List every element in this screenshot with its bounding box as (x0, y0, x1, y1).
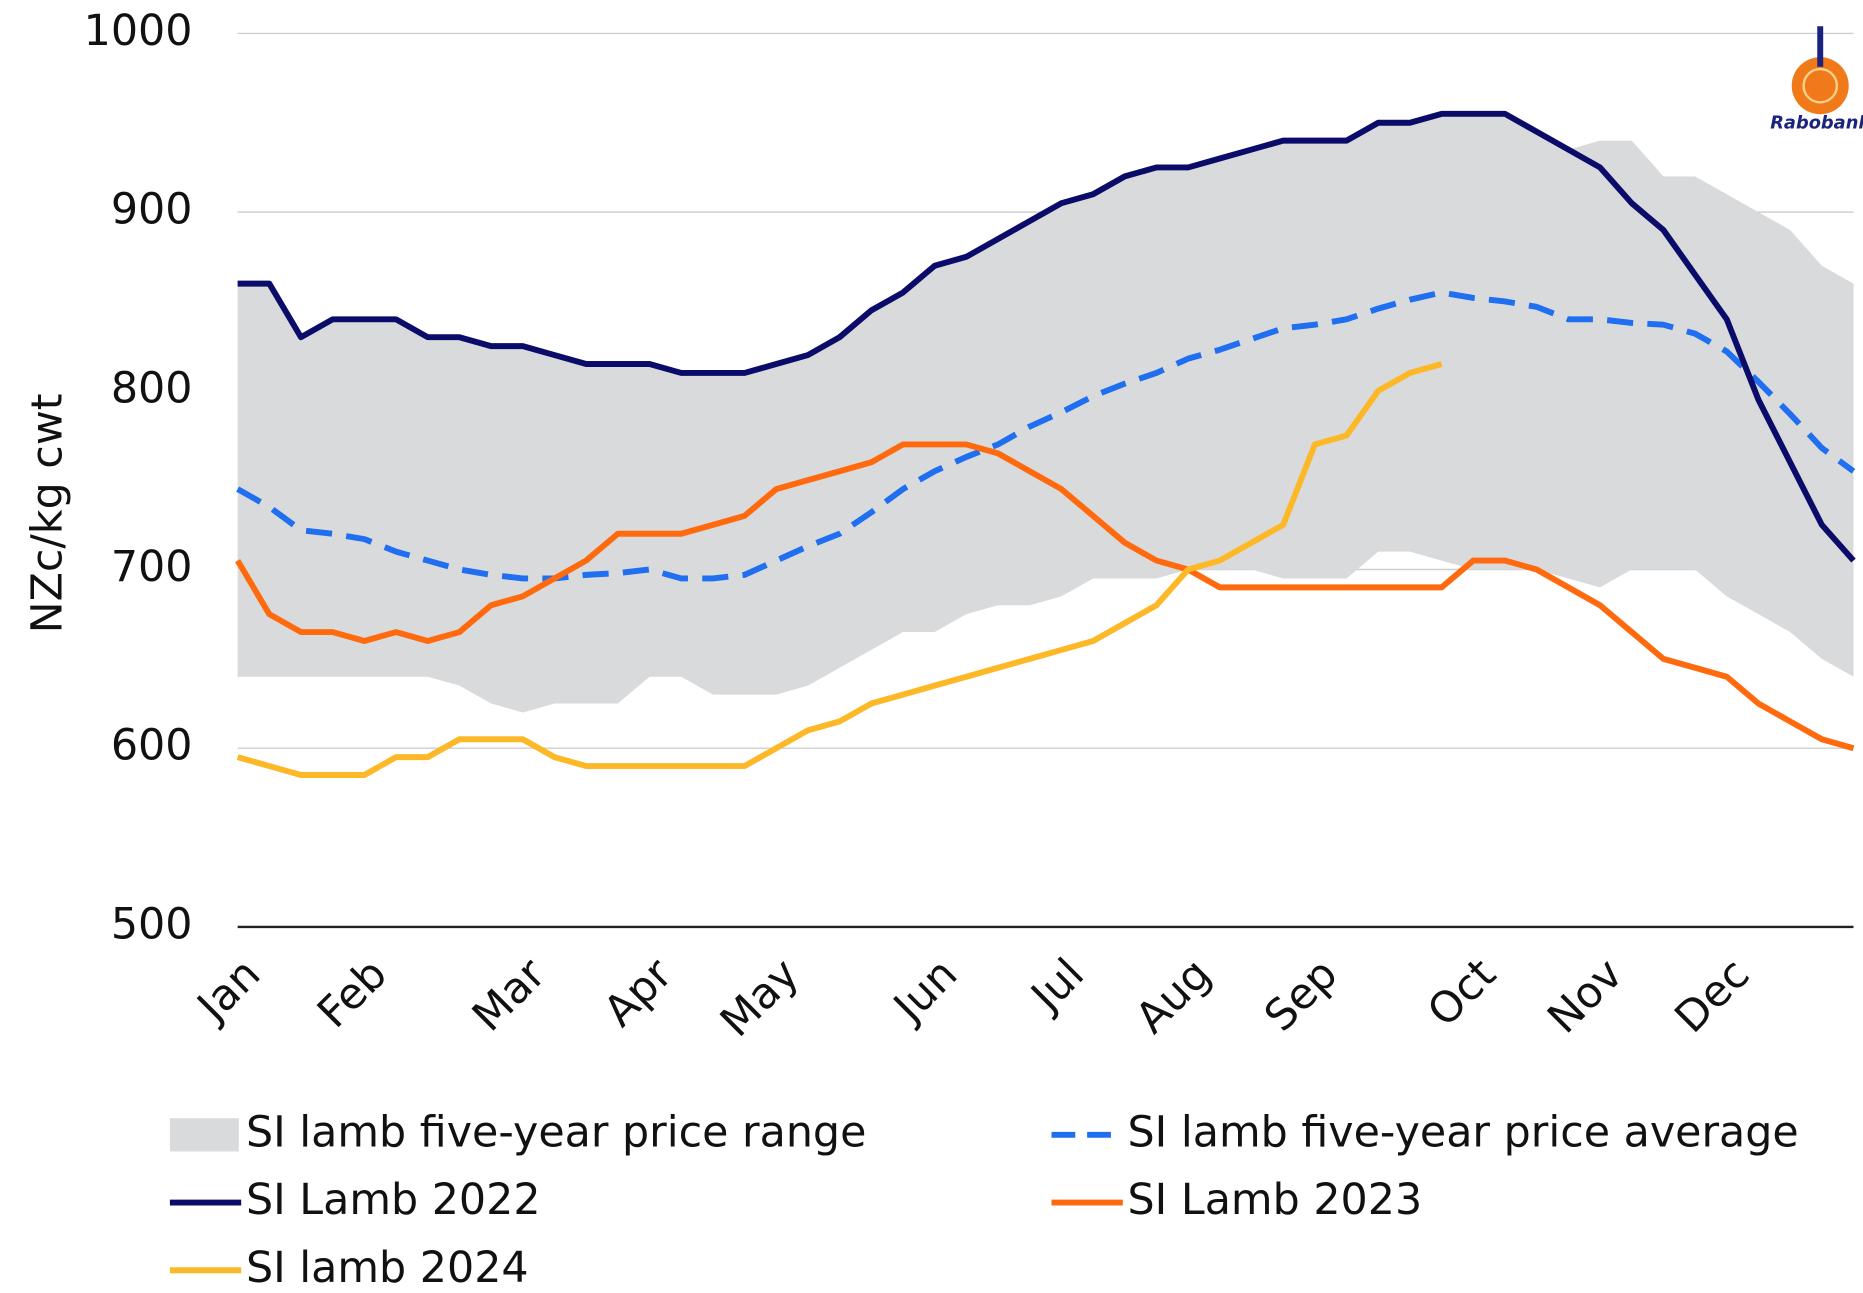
y-tick-label: 600 (111, 721, 193, 771)
series-line (237, 110, 1856, 563)
logo-text: Rabobank (1770, 113, 1863, 134)
series-line (236, 361, 1443, 778)
logo-icon (1791, 57, 1849, 115)
series-line (236, 289, 1856, 582)
y-tick-label: 800 (111, 363, 193, 413)
logo: Rabobank (1770, 26, 1863, 134)
x-tick-label: May (711, 949, 809, 1047)
series-line (235, 441, 1855, 752)
y-tick-label: 500 (111, 899, 193, 949)
legend-label: SI lamb five-year price average (1128, 1107, 1799, 1157)
x-tick-label: Mar (463, 949, 556, 1042)
legend-swatch (169, 1118, 239, 1152)
x-tick-label: Apr (594, 949, 682, 1037)
x-tick-label: Jul (1020, 949, 1094, 1023)
x-tick-label: Dec (1665, 949, 1759, 1043)
x-tick-label: Feb (308, 949, 397, 1038)
x-tick-label: Nov (1538, 949, 1632, 1043)
y-tick-label: 900 (111, 185, 193, 235)
legend-label: SI Lamb 2022 (246, 1175, 541, 1225)
x-tick-label: Sep (1255, 949, 1347, 1041)
legend-label: SI lamb five-year price range (246, 1107, 866, 1157)
x-tick-label: Aug (1126, 949, 1220, 1043)
range-area (237, 113, 1854, 713)
legend-label: SI lamb 2024 (246, 1243, 529, 1293)
x-tick-label: Jan (186, 949, 270, 1033)
legend-label: SI Lamb 2023 (1128, 1175, 1423, 1225)
y-tick-label: 1000 (84, 6, 193, 56)
logo-icon-ring (1802, 67, 1839, 104)
x-tick-label: Oct (1418, 949, 1506, 1037)
x-tick-label: Jun (882, 949, 967, 1034)
y-tick-label: 700 (111, 542, 193, 592)
y-axis-title: NZc/kg cwt (22, 393, 72, 633)
